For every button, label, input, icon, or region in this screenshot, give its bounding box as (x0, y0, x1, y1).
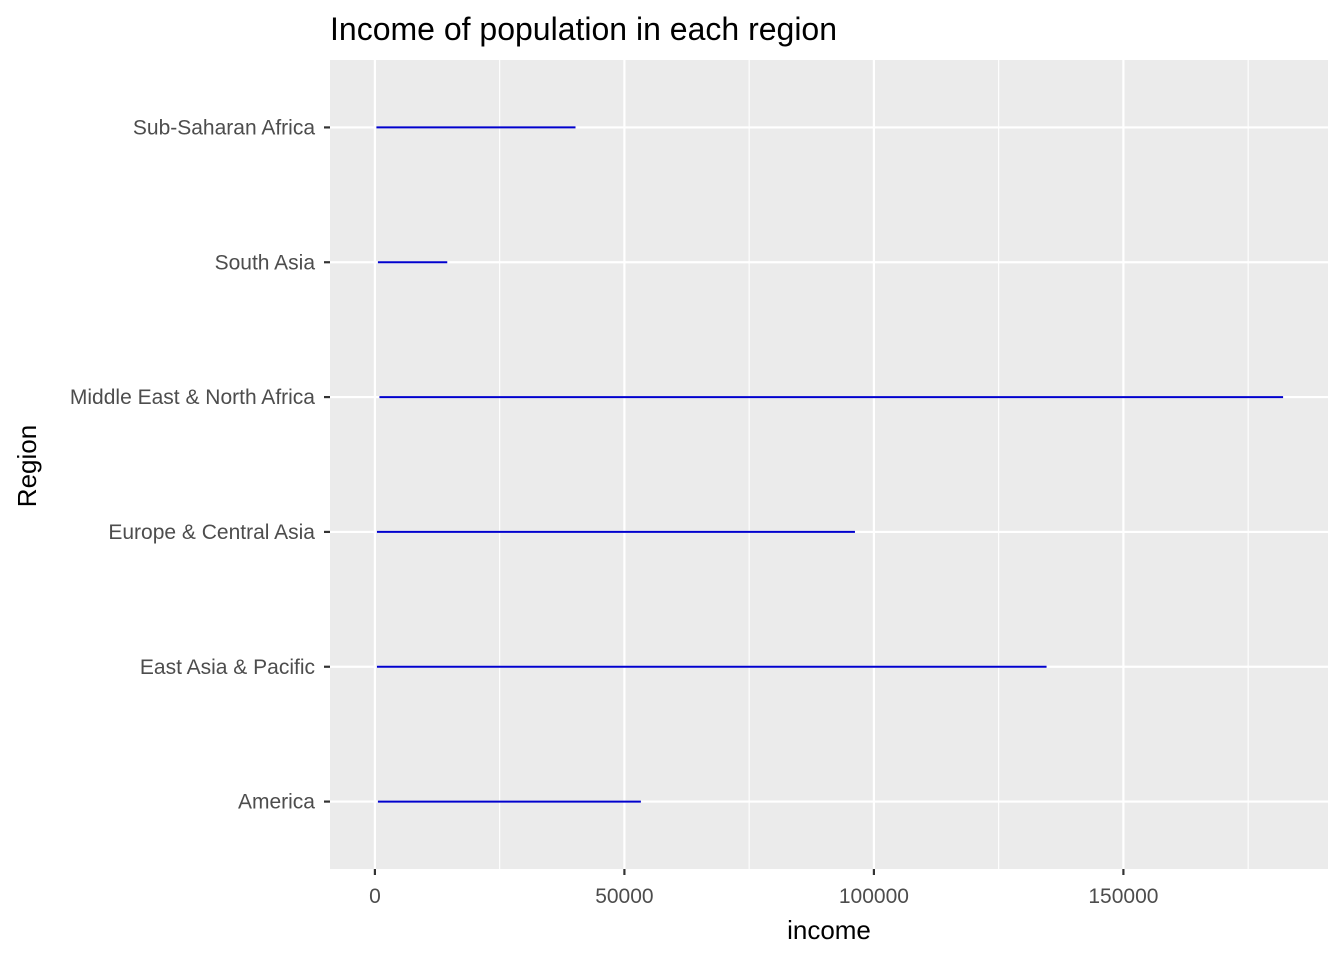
y-tick-label: Sub-Saharan Africa (133, 116, 315, 139)
y-tick-label: Middle East & North Africa (70, 386, 315, 409)
plot-panel (330, 60, 1328, 869)
y-axis: America East Asia & Pacific Europe & Centr… (70, 116, 330, 814)
chart-title: Income of population in each region (330, 11, 837, 47)
range-lines (376, 126, 1284, 803)
x-axis-title: income (787, 915, 871, 945)
y-tick-label: South Asia (215, 251, 316, 274)
x-tick-label: 150000 (1088, 885, 1158, 908)
x-tick-label: 100000 (839, 885, 909, 908)
x-tick-label: 0 (369, 885, 381, 908)
x-axis: 0 50000 100000 150000 (369, 869, 1158, 908)
y-tick-label: America (238, 791, 315, 814)
y-tick-label: East Asia & Pacific (140, 656, 315, 679)
minor-gridlines (499, 60, 1249, 869)
x-tick-label: 50000 (595, 885, 653, 908)
y-tick-label: Europe & Central Asia (108, 521, 315, 544)
y-axis-title: Region (12, 425, 42, 507)
